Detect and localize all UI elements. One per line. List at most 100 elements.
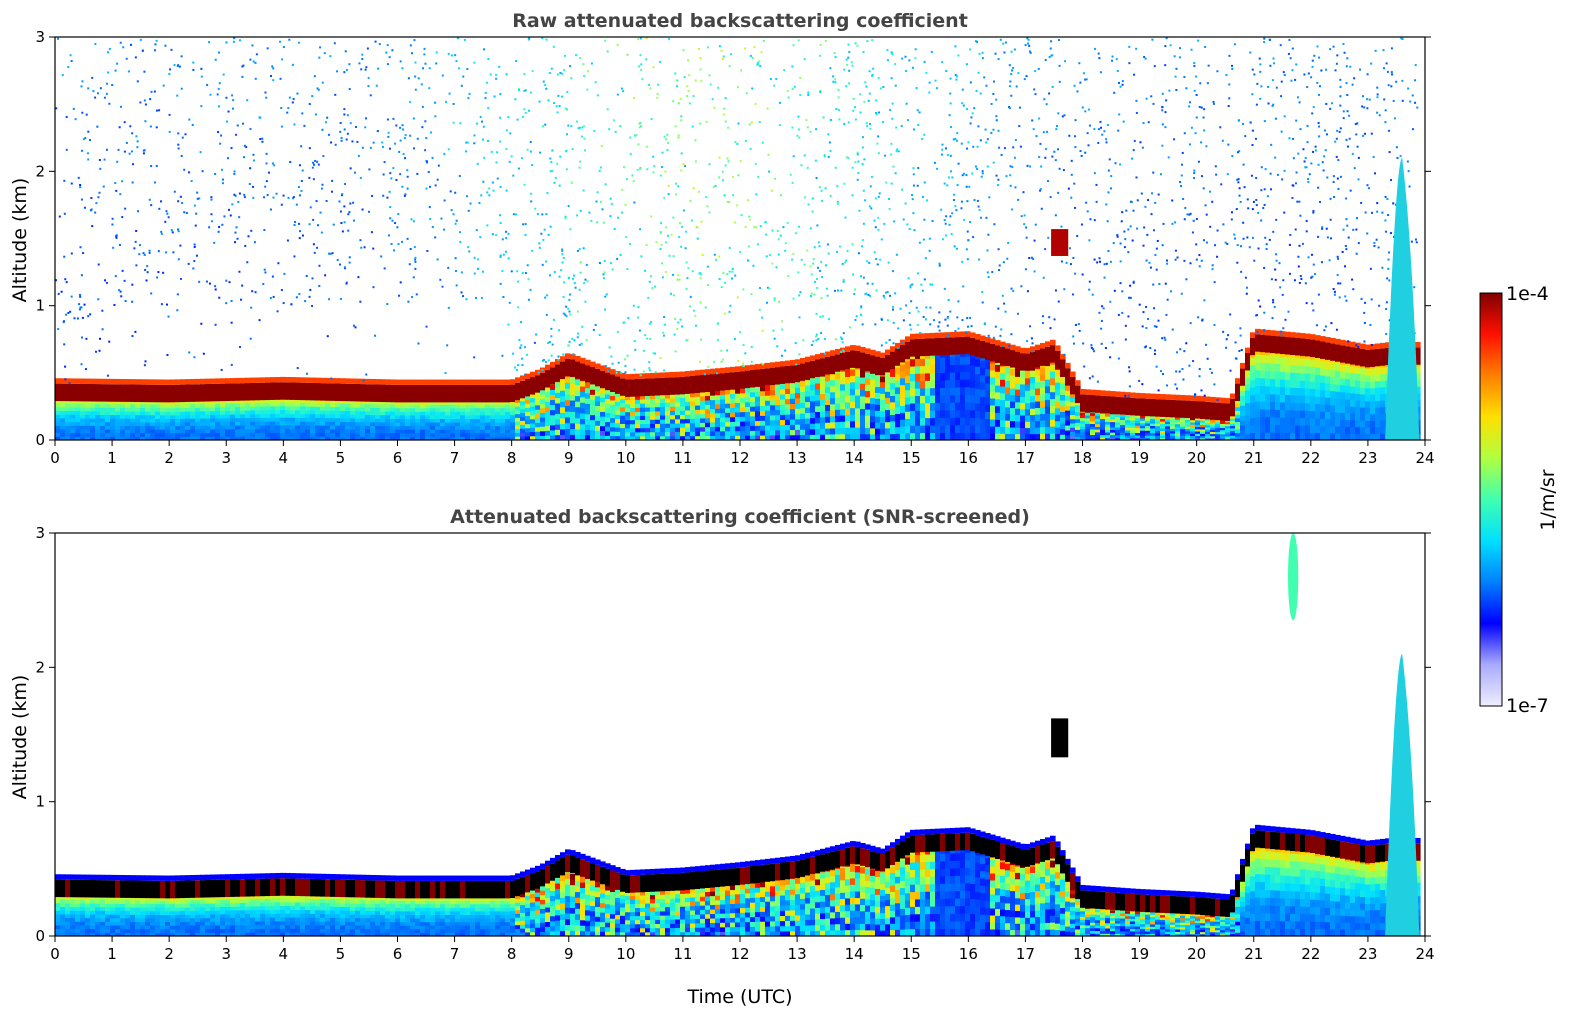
noise-speck: [255, 53, 258, 56]
heat-cell: [745, 420, 751, 427]
heat-cell: [550, 424, 556, 431]
band-edge: [1120, 391, 1126, 398]
heat-cell: [640, 411, 646, 416]
noise-speck: [70, 182, 73, 185]
heat-cell: [1215, 425, 1221, 428]
heat-cell: [555, 392, 561, 399]
heat-cell: [780, 388, 786, 395]
heat-cell: [955, 387, 961, 396]
heat-cell: [545, 430, 551, 436]
heat-cell: [1085, 420, 1091, 424]
backscatter-band: [830, 355, 836, 374]
heat-cell: [185, 421, 191, 427]
noise-speck: [1325, 68, 1328, 71]
noise-speck: [1198, 265, 1201, 268]
noise-speck: [596, 221, 599, 224]
noise-speck: [1045, 103, 1048, 106]
heat-cell: [170, 400, 176, 405]
heat-cell: [140, 436, 146, 441]
heat-cell: [775, 409, 781, 416]
heat-cell: [295, 436, 301, 441]
heat-cell: [235, 402, 241, 408]
heat-cell: [595, 385, 601, 392]
noise-speck: [499, 255, 502, 258]
heat-cell: [455, 425, 461, 430]
noise-speck: [125, 57, 128, 60]
backscatter-band: [945, 337, 951, 356]
noise-speck: [1128, 370, 1131, 373]
heat-cell: [920, 358, 926, 367]
heat-cell: [695, 409, 701, 415]
heat-cell: [1175, 423, 1181, 427]
heat-cell: [190, 436, 196, 441]
noise-speck: [977, 125, 980, 128]
heat-cell: [855, 395, 861, 403]
noise-speck: [1185, 342, 1188, 345]
band-edge: [95, 378, 101, 385]
heat-cell: [1345, 371, 1351, 380]
noise-speck: [344, 183, 347, 186]
noise-speck: [584, 149, 587, 152]
noise-speck: [754, 162, 757, 165]
band-edge: [825, 351, 831, 357]
heat-cell: [760, 405, 766, 411]
band-edge: [680, 371, 686, 377]
heat-cell: [850, 433, 856, 441]
band-edge: [745, 365, 751, 371]
noise-speck: [202, 352, 205, 355]
heat-cell: [1305, 388, 1311, 397]
heat-cell: [1325, 411, 1331, 420]
heat-cell: [125, 425, 131, 430]
backscatter-band: [1045, 346, 1051, 365]
heat-cell: [1320, 411, 1326, 419]
heat-cell: [705, 431, 711, 437]
heat-cell: [400, 432, 406, 437]
heat-cell: [1310, 359, 1316, 367]
heat-cell: [1125, 424, 1131, 428]
heat-cell: [730, 402, 736, 409]
heat-cell: [295, 398, 301, 403]
noise-speck: [1300, 277, 1303, 280]
noise-speck: [502, 296, 505, 299]
heat-cell: [880, 422, 886, 429]
band-edge: [370, 378, 376, 385]
heat-cell: [510, 429, 516, 434]
noise-speck: [234, 194, 237, 197]
heat-cell: [870, 373, 876, 380]
band-edge: [365, 378, 371, 385]
noise-speck: [852, 97, 855, 100]
heat-cell: [95, 432, 101, 437]
band-edge: [1045, 341, 1051, 347]
heat-cell: [610, 422, 616, 428]
noise-speck: [1274, 268, 1277, 271]
band-edge: [700, 369, 706, 376]
noise-speck: [1014, 139, 1017, 142]
heat-cell: [535, 422, 541, 428]
noise-speck: [229, 214, 232, 217]
noise-speck: [971, 112, 974, 115]
heat-cell: [1310, 417, 1316, 426]
band-edge: [1240, 362, 1246, 369]
heat-cell: [1265, 362, 1271, 371]
noise-speck: [938, 264, 941, 267]
noise-speck: [1107, 250, 1110, 253]
heat-cell: [635, 403, 641, 408]
heat-cell: [1275, 424, 1281, 433]
noise-speck: [316, 87, 319, 90]
heat-cell: [1110, 421, 1116, 425]
heat-cell: [190, 403, 196, 408]
heat-cell: [145, 403, 151, 409]
heat-cell: [430, 414, 436, 420]
heat-cell: [525, 411, 531, 417]
heat-cell: [720, 394, 726, 400]
heat-cell: [620, 398, 626, 404]
heat-cell: [980, 374, 986, 383]
heat-cell: [790, 398, 796, 404]
heat-cell: [80, 414, 86, 419]
noise-speck: [1292, 157, 1295, 160]
noise-speck: [677, 274, 680, 277]
backscatter-band: [765, 368, 771, 386]
noise-speck: [957, 300, 960, 303]
noise-speck: [328, 298, 331, 301]
heat-cell: [700, 409, 706, 415]
